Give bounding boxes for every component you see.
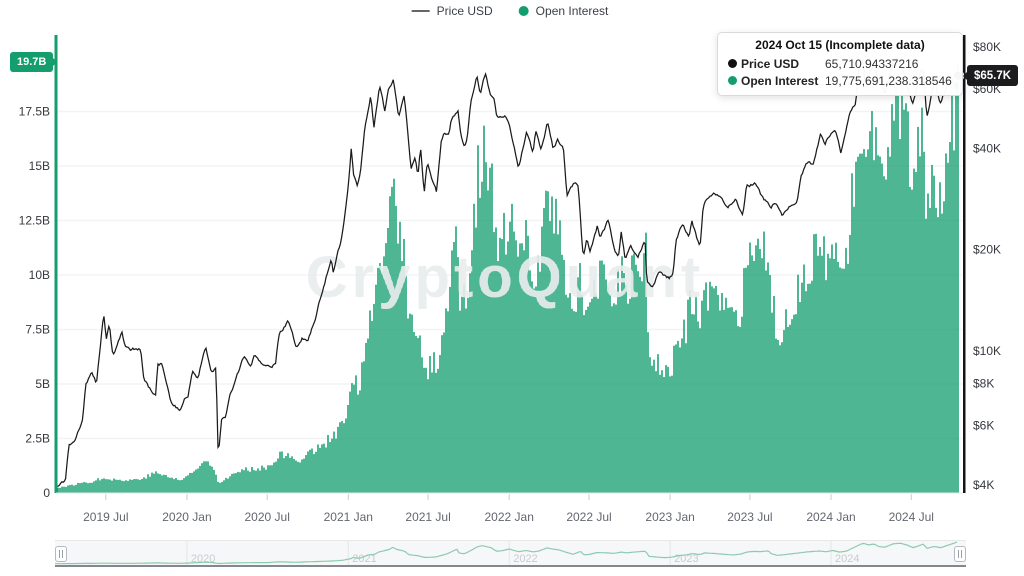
tooltip-row-open-interest: Open Interest 19,775,691,238.318546 xyxy=(728,72,952,89)
left-tick-label: 10B xyxy=(29,268,50,282)
left-tick-label: 2.5B xyxy=(25,432,50,446)
line-marker-icon xyxy=(411,10,430,12)
tooltip-row-price: Price USD 65,710.94337216 xyxy=(728,55,952,72)
left-tick-label: 15B xyxy=(29,159,50,173)
legend: Price USD Open Interest xyxy=(411,4,609,18)
legend-item-price-usd[interactable]: Price USD xyxy=(411,4,493,18)
dot-marker-icon xyxy=(518,6,529,16)
navigator-year-label: 2022 xyxy=(513,553,537,565)
navigator-left-handle[interactable] xyxy=(55,546,67,562)
left-tick-label: 17.5B xyxy=(19,105,50,119)
right-tick-label: $4K xyxy=(973,478,994,492)
open-interest-dot-icon xyxy=(728,76,737,85)
tooltip-label-open-interest: Open Interest xyxy=(741,73,819,88)
x-tick-label: 2023 Jul xyxy=(727,510,772,524)
tooltip-title: 2024 Oct 15 (Incomplete data) xyxy=(755,38,925,52)
left-axis-line xyxy=(54,35,58,493)
right-tick-label: $10K xyxy=(973,344,1001,358)
tooltip-value-price: 65,710.94337216 xyxy=(825,56,919,71)
open-interest-last-value-badge: 19.7B xyxy=(10,51,58,72)
navigator-year-label: 2021 xyxy=(352,553,376,565)
left-axis-labels: 17.5B 15B 12.5B 10B 7.5B 5B 2.5B 0 xyxy=(19,105,51,501)
price-line xyxy=(55,59,959,488)
range-navigator[interactable]: 2020 2021 2022 2023 2024 xyxy=(55,540,966,567)
gridlines xyxy=(56,110,962,440)
price-last-value-badge: $65.7K xyxy=(962,65,1019,87)
x-tick-label: 2020 Jul xyxy=(244,510,289,524)
left-tick-label: 12.5B xyxy=(19,214,50,228)
x-tick-label: 2020 Jan xyxy=(162,510,211,524)
x-tick-label: 2019 Jul xyxy=(83,510,128,524)
right-tick-label: $40K xyxy=(973,141,1001,155)
legend-label-price-usd: Price USD xyxy=(436,4,493,18)
x-tick-label: 2022 Jan xyxy=(485,510,534,524)
navigator-series-line xyxy=(55,541,958,565)
x-tick-label: 2023 Jan xyxy=(645,510,694,524)
x-tick-label: 2024 Jan xyxy=(806,510,855,524)
watermark: CryptoQuant xyxy=(306,245,704,310)
x-tick-label: 2021 Jul xyxy=(405,510,450,524)
price-dot-icon xyxy=(728,59,737,68)
right-tick-label: $20K xyxy=(973,243,1001,257)
right-tick-label: $8K xyxy=(973,377,994,391)
left-tick-label: 0 xyxy=(43,486,50,500)
x-axis-ticks: 2019 Jul 2020 Jan 2020 Jul 2021 Jan 2021 Jul… xyxy=(83,494,934,524)
legend-label-open-interest: Open Interest xyxy=(535,4,609,18)
right-axis-line xyxy=(963,35,966,493)
right-tick-label: $6K xyxy=(973,419,994,433)
navigator-right-handle[interactable] xyxy=(954,546,966,562)
left-tick-label: 5B xyxy=(35,377,50,391)
right-axis-labels: $80K$60K$40K$20K$10K$8K$6K$4K xyxy=(973,40,1001,492)
left-tick-label: 7.5B xyxy=(25,323,50,337)
navigator-minimap: 2020 2021 2022 2023 2024 xyxy=(55,541,958,565)
x-tick-label: 2022 Jul xyxy=(566,510,611,524)
tooltip: 2024 Oct 15 (Incomplete data) Price USD … xyxy=(717,32,963,96)
navigator-year-label: 2024 xyxy=(835,553,859,565)
open-interest-bars xyxy=(57,61,959,494)
x-tick-label: 2024 Jul xyxy=(889,510,934,524)
x-tick-label: 2021 Jan xyxy=(324,510,373,524)
tooltip-value-open-interest: 19,775,691,238.318546 xyxy=(825,73,952,88)
tooltip-label-price: Price USD xyxy=(741,56,800,71)
legend-item-open-interest[interactable]: Open Interest xyxy=(518,4,609,18)
right-tick-label: $80K xyxy=(973,40,1001,54)
